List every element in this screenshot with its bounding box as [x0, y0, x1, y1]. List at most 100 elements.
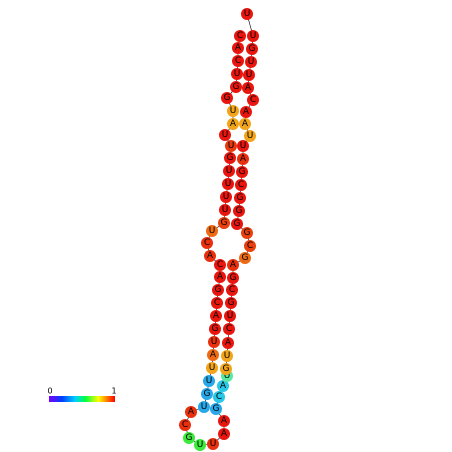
- nucleotide: [208, 336, 220, 348]
- nucleotide-label: G: [224, 93, 231, 103]
- nucleotide-label: U: [206, 376, 213, 386]
- nucleotide: [212, 284, 224, 296]
- nucleotide: [218, 217, 230, 229]
- nucleotide: [234, 192, 246, 204]
- nucleotide: [231, 68, 243, 80]
- nucleotide-label: G: [212, 324, 219, 334]
- nucleotide-label: G: [249, 44, 256, 54]
- nucleotide: [206, 225, 218, 237]
- colorbar: [49, 396, 115, 402]
- nucleotide-label: U: [197, 440, 204, 450]
- nucleotide-label: A: [243, 107, 250, 117]
- nucleotide-label: U: [250, 31, 257, 41]
- nucleotide-label: G: [230, 273, 237, 283]
- nucleotide-label: U: [222, 205, 229, 215]
- nucleotide-label: U: [209, 226, 216, 236]
- colorbar-max: 1: [111, 387, 116, 396]
- nucleotide: [203, 375, 215, 387]
- nucleotide: [246, 43, 258, 55]
- nucleotide: [239, 252, 251, 264]
- nucleotide: [239, 118, 251, 130]
- nucleotide: [219, 129, 231, 141]
- nucleotide-label: A: [230, 260, 237, 270]
- nucleotide-label: U: [246, 70, 253, 80]
- nucleotide: [236, 166, 248, 178]
- nucleotide: [241, 8, 253, 20]
- nucleotide: [227, 272, 239, 284]
- nucleotide-label: A: [213, 311, 220, 321]
- nucleotide: [222, 178, 234, 190]
- nucleotide-label: U: [247, 131, 254, 141]
- nucleotide: [247, 30, 259, 42]
- nucleotide-label: C: [247, 241, 253, 251]
- nucleotide: [224, 310, 236, 322]
- nucleotide-label: A: [221, 429, 228, 439]
- nucleotide-label: U: [224, 371, 231, 381]
- nucleotide: [247, 94, 259, 106]
- nucleotide: [224, 152, 236, 164]
- nucleotide: [207, 438, 219, 450]
- nucleotide: [233, 205, 245, 217]
- nucleotide: [237, 140, 249, 152]
- nucleotide: [223, 323, 235, 335]
- nucleotide-label: A: [225, 338, 232, 348]
- nucleotide-label: G: [228, 298, 235, 308]
- nucleotide: [227, 118, 239, 130]
- nucleotide: [230, 81, 242, 93]
- nucleotide: [244, 130, 256, 142]
- nucleotide-label: U: [248, 57, 255, 67]
- nucleotide: [225, 297, 237, 309]
- nucleotide-label: G: [221, 218, 228, 228]
- nucleotide: [225, 140, 237, 152]
- nucleotide-label: A: [217, 272, 224, 282]
- nucleotide: [220, 363, 232, 375]
- nucleotide: [220, 191, 232, 203]
- nucleotide: [207, 349, 219, 361]
- nucleotide: [221, 92, 233, 104]
- nucleotide-label: G: [223, 364, 230, 374]
- nucleotide-label: A: [242, 119, 249, 129]
- nucleotide: [221, 350, 233, 362]
- colorbar-min: 0: [47, 387, 52, 396]
- nucleotide-label: A: [188, 407, 195, 417]
- nucleotide-label: A: [221, 416, 228, 426]
- nucleotide-label: C: [235, 56, 241, 66]
- nucleotide-label: G: [234, 219, 241, 229]
- nucleotide-label: C: [204, 238, 210, 248]
- nucleotide: [242, 82, 254, 94]
- nucleotide-label: U: [211, 337, 218, 347]
- nucleotide: [223, 165, 235, 177]
- nucleotide-label: C: [229, 285, 235, 295]
- nucleotide-label: A: [220, 381, 227, 391]
- nucleotide: [218, 428, 230, 440]
- nucleotide: [244, 240, 256, 252]
- nucleotide-label: G: [233, 82, 240, 92]
- nucleotide: [217, 380, 229, 392]
- nucleotide-label: C: [214, 298, 220, 308]
- nucleotide: [245, 56, 257, 68]
- nucleotide-label: U: [201, 402, 208, 412]
- nucleotide-label: U: [223, 192, 230, 202]
- nucleotide-label: C: [238, 180, 244, 190]
- nucleotide-label: A: [240, 154, 247, 164]
- nucleotide: [204, 250, 216, 262]
- nucleotide: [241, 227, 253, 239]
- nucleotide: [240, 106, 252, 118]
- nucleotide-label: U: [210, 439, 217, 449]
- nucleotide-label: G: [244, 228, 251, 238]
- nucleotide: [219, 204, 231, 216]
- nucleotide-label: G: [213, 404, 220, 414]
- nucleotide-label: A: [235, 43, 242, 53]
- nucleotide: [183, 432, 195, 444]
- nucleotide-label: U: [209, 363, 216, 373]
- nucleotide-label: U: [224, 351, 231, 361]
- nucleotide-label: G: [227, 153, 234, 163]
- nucleotide-label: C: [217, 260, 223, 270]
- nucleotide: [227, 259, 239, 271]
- nucleotide-label: U: [230, 106, 237, 116]
- nucleotide-label: A: [210, 350, 217, 360]
- nucleotide-label: C: [250, 95, 256, 105]
- nucleotide-label: G: [242, 253, 249, 263]
- nucleotide: [232, 55, 244, 67]
- nucleotide: [194, 439, 206, 451]
